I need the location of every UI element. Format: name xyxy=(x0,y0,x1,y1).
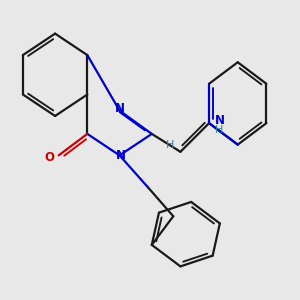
Text: O: O xyxy=(45,151,55,164)
Text: H: H xyxy=(215,124,223,135)
Text: N: N xyxy=(215,114,225,127)
Text: N: N xyxy=(116,149,126,162)
Text: N: N xyxy=(115,102,124,115)
Text: H: H xyxy=(166,140,175,150)
